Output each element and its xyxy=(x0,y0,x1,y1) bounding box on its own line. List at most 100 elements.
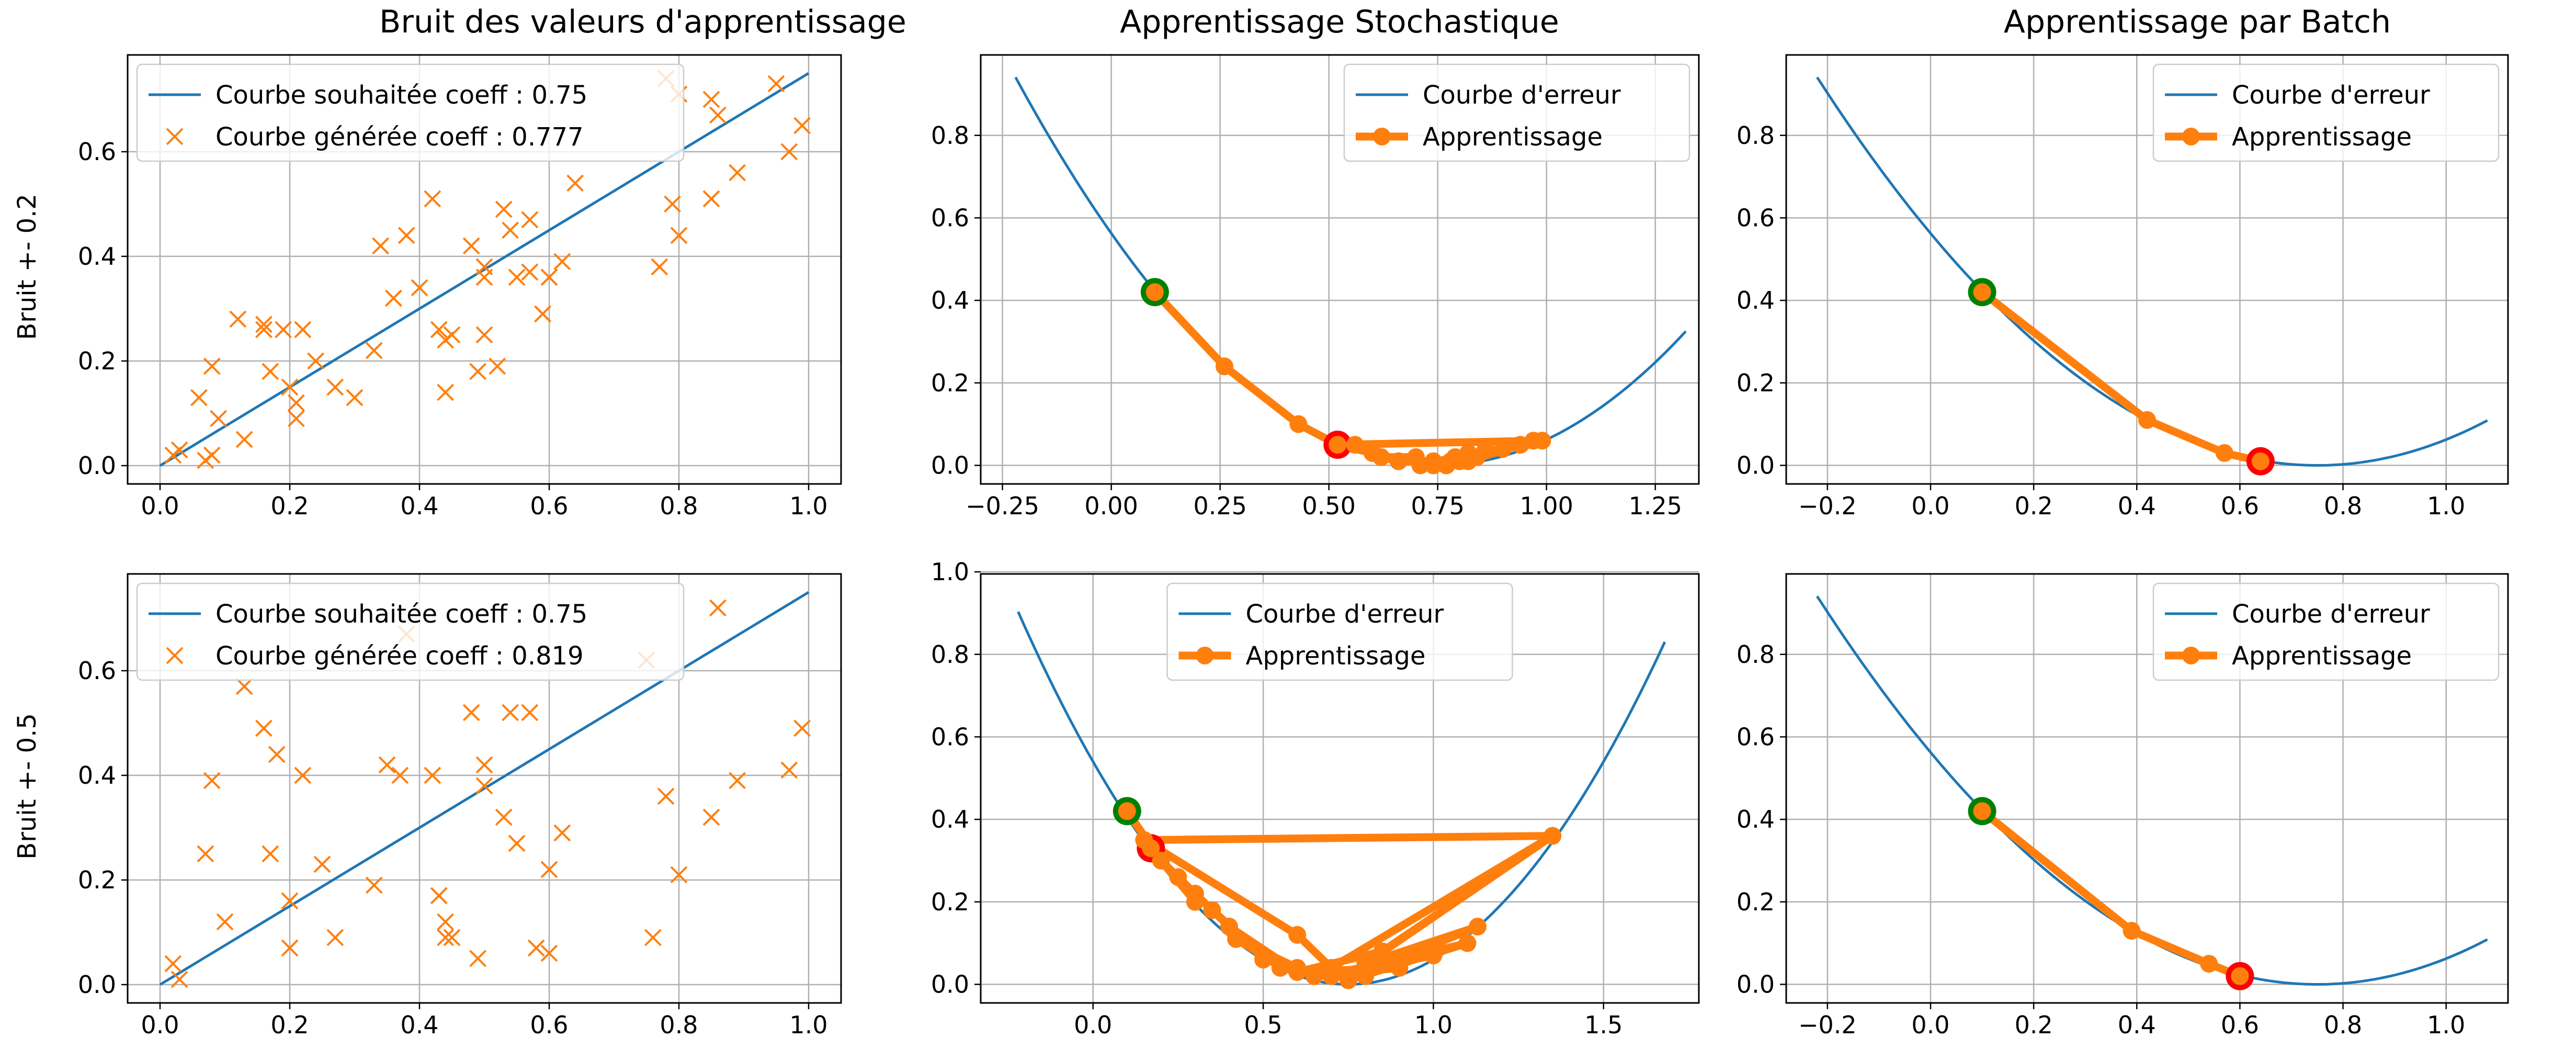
sample-point xyxy=(508,268,526,286)
sample-point xyxy=(384,289,402,307)
legend-handle-2 xyxy=(166,647,184,664)
x-tick-label: 0.8 xyxy=(660,492,698,520)
legend-handle-2-marker xyxy=(1373,128,1391,145)
y-tick-label: 0.6 xyxy=(931,204,969,232)
learning-step-point xyxy=(2215,444,2233,462)
learning-step-point xyxy=(1305,967,1323,985)
learning-step-point xyxy=(1533,432,1551,450)
legend: Courbe d'erreur Apprentissage xyxy=(1343,63,1690,162)
legend-label-1: Courbe d'erreur xyxy=(2232,600,2430,629)
sample-point xyxy=(540,861,558,878)
sample-point xyxy=(365,876,383,894)
y-tick-label: 0.4 xyxy=(1737,805,1775,833)
legend: Courbe d'erreur Apprentissage xyxy=(2152,63,2500,162)
learning-step-point xyxy=(1169,868,1187,886)
sample-point xyxy=(430,321,448,338)
sample-point xyxy=(540,268,558,286)
sample-point xyxy=(521,704,539,721)
column-title-1: Bruit des valeurs d'apprentissage xyxy=(379,4,906,40)
y-tick-label: 0.8 xyxy=(931,640,969,669)
sample-point xyxy=(793,117,811,134)
legend-label-1: Courbe d'erreur xyxy=(1423,81,1621,110)
sample-point xyxy=(793,719,811,737)
x-tick-label: 0.8 xyxy=(660,1011,698,1039)
sample-point xyxy=(644,929,662,946)
x-tick-label: −0.2 xyxy=(1798,492,1857,520)
sample-point xyxy=(171,441,188,459)
y-tick-label: 0.6 xyxy=(931,723,969,751)
learning-step-point xyxy=(1544,827,1562,845)
sample-point xyxy=(391,766,409,784)
learning-step-point xyxy=(1271,958,1289,977)
sample-point xyxy=(657,787,675,805)
sample-point xyxy=(462,704,480,721)
x-tick-label: 0.0 xyxy=(141,492,179,520)
learning-step-point xyxy=(1356,967,1375,985)
y-tick-label: 0.0 xyxy=(1737,970,1775,999)
learning-step-point xyxy=(2200,955,2218,973)
legend-box xyxy=(2152,582,2500,681)
learning-step-point xyxy=(1973,283,1991,301)
y-tick-label: 0.2 xyxy=(78,866,116,894)
y-tick-label: 0.6 xyxy=(78,138,116,166)
sample-point xyxy=(508,834,526,852)
x-tick-label: 0.4 xyxy=(400,492,438,520)
column-title-2: Apprentissage Stochastique xyxy=(1120,4,1559,40)
row-label-1: Bruit +- 0.2 xyxy=(13,194,42,340)
y-tick-label: 0.2 xyxy=(78,347,116,375)
sample-point xyxy=(709,599,727,617)
sample-point xyxy=(780,143,798,161)
legend-handle-2-marker xyxy=(2182,128,2200,145)
learning-step-point xyxy=(1973,802,1991,820)
axes-frame xyxy=(1785,573,2509,1004)
sample-point xyxy=(203,357,221,375)
learning-step-point xyxy=(1145,283,1164,301)
axes-frame xyxy=(127,573,842,1004)
learning-step-point xyxy=(1142,839,1160,857)
sample-point xyxy=(670,227,688,244)
plot-area xyxy=(1816,595,2488,990)
x-tick-label: 1.00 xyxy=(1520,492,1573,520)
panel-noise-0-5: 0.0 0.2 0.4 0.6 0.8 1.0 0.0 0.2 0.4 0.6 Courbe sou… xyxy=(78,573,842,1039)
x-tick-label: 1.25 xyxy=(1629,492,1682,520)
y-tick-label: 0.0 xyxy=(931,970,969,999)
panel-noise-0-2: 0.0 0.2 0.4 0.6 0.8 1.0 0.0 0.2 0.4 0.6 Courbe sou… xyxy=(78,54,842,520)
learning-step-point xyxy=(1494,439,1512,458)
sample-point xyxy=(411,279,428,297)
axes-frame xyxy=(980,54,1700,485)
x-tick-label: 1.5 xyxy=(1584,1011,1622,1039)
sample-point xyxy=(540,944,558,962)
sample-point xyxy=(443,929,461,946)
learning-step-point xyxy=(2138,411,2156,429)
sample-point xyxy=(294,321,312,338)
sample-point xyxy=(709,106,727,124)
x-tick-label: 0.8 xyxy=(2324,1011,2362,1039)
sample-point xyxy=(437,913,455,931)
sample-point xyxy=(281,378,299,396)
x-tick-label: 1.0 xyxy=(2427,492,2465,520)
panel-stochastic-0-5: 0.0 0.5 1.0 1.5 0.0 0.2 0.4 0.6 0.8 1.0 Courbe d'e… xyxy=(931,558,1700,1039)
y-tick-label: 0.4 xyxy=(78,242,116,270)
sample-point xyxy=(502,221,519,239)
learning-step-point xyxy=(1186,885,1204,903)
x-tick-label: 1.0 xyxy=(1414,1011,1452,1039)
sample-point xyxy=(780,761,798,779)
learning-step-point xyxy=(1389,452,1408,470)
sample-point xyxy=(164,955,182,973)
x-tick-label: 0.2 xyxy=(270,1011,309,1039)
learning-step-point xyxy=(1289,415,1308,433)
learning-step-point xyxy=(1215,357,1233,376)
sample-point xyxy=(437,383,455,401)
x-tick-label: 0.2 xyxy=(270,492,309,520)
x-tick-label: 1.0 xyxy=(2427,1011,2465,1039)
learning-step-point xyxy=(1442,452,1460,470)
legend-box xyxy=(1166,582,1513,681)
sample-point xyxy=(475,756,493,774)
learning-step-point xyxy=(1346,436,1364,454)
sample-point xyxy=(553,253,571,270)
axes-frame xyxy=(1785,54,2509,485)
sample-point xyxy=(424,190,441,208)
sample-point xyxy=(372,237,390,255)
legend-box xyxy=(1343,63,1690,162)
learning-step-point xyxy=(1373,942,1391,961)
